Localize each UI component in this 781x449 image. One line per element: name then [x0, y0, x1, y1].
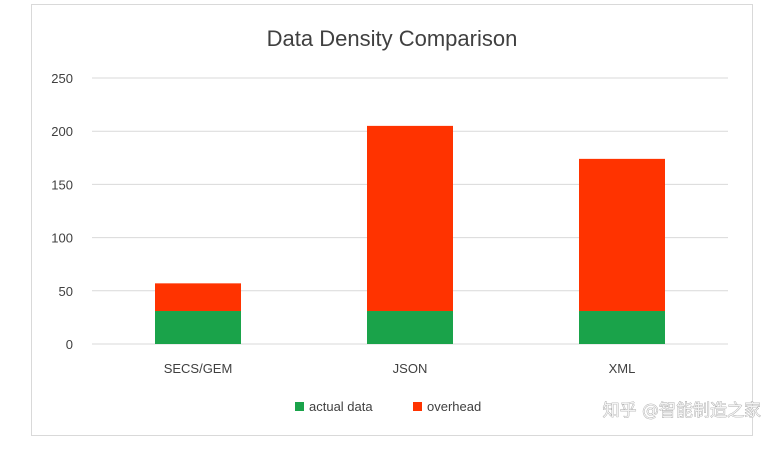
legend-label-overhead: overhead — [427, 399, 481, 414]
x-axis-ticks: SECS/GEM JSON XML — [164, 361, 636, 376]
legend: actual data overhead — [295, 399, 481, 414]
y-tick-label: 100 — [51, 231, 73, 246]
y-tick-label: 200 — [51, 124, 73, 139]
x-tick-label: XML — [609, 361, 636, 376]
bar-json-overhead — [367, 125, 453, 312]
y-tick-label: 50 — [59, 284, 73, 299]
legend-swatch-overhead — [413, 402, 422, 411]
bar-secs-gem-actual-data — [155, 311, 241, 344]
y-axis-ticks: 0 50 100 150 200 250 — [51, 71, 73, 352]
watermark: 知乎 @智能制造之家 — [603, 401, 761, 421]
x-tick-label: SECS/GEM — [164, 361, 233, 376]
bar-xml-overhead — [579, 158, 665, 312]
x-tick-label: JSON — [393, 361, 428, 376]
y-tick-label: 250 — [51, 71, 73, 86]
chart-title: Data Density Comparison — [267, 26, 518, 51]
bar-xml-actual-data — [579, 311, 665, 344]
bar-json-actual-data — [367, 311, 453, 344]
legend-swatch-actual-data — [295, 402, 304, 411]
y-tick-label: 150 — [51, 177, 73, 192]
bar-secs-gem-overhead — [155, 283, 241, 312]
y-tick-label: 0 — [66, 337, 73, 352]
legend-label-actual-data: actual data — [309, 399, 373, 414]
bars — [155, 125, 665, 344]
